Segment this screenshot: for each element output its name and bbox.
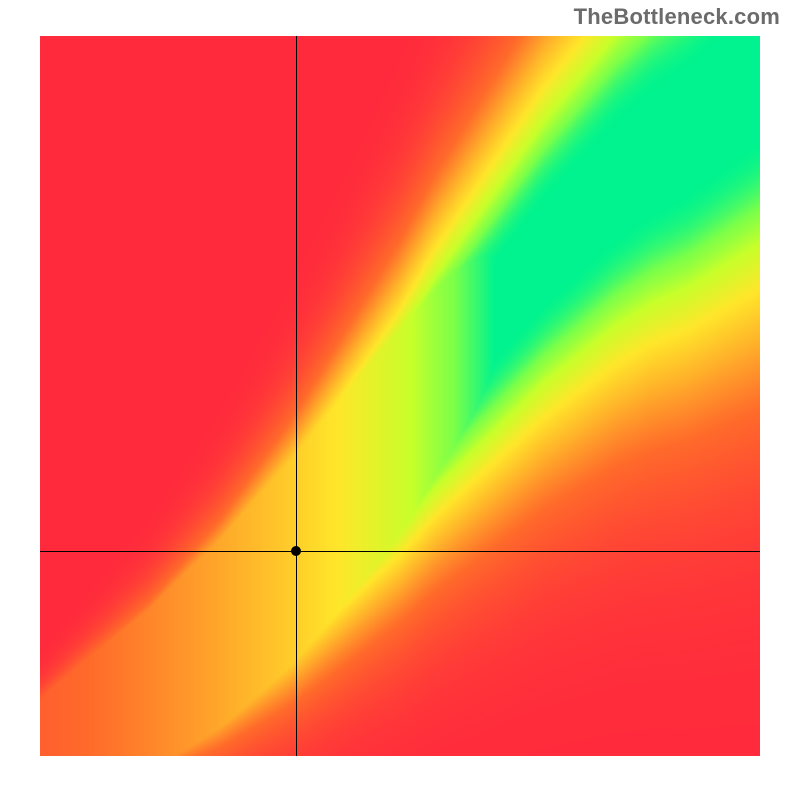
chart-container: TheBottleneck.com	[0, 0, 800, 800]
watermark-text: TheBottleneck.com	[574, 4, 780, 30]
target-marker	[291, 546, 301, 556]
heatmap-plot	[40, 36, 760, 756]
crosshair-vertical	[296, 36, 297, 756]
crosshair-horizontal	[40, 551, 760, 552]
heatmap-canvas	[40, 36, 760, 756]
